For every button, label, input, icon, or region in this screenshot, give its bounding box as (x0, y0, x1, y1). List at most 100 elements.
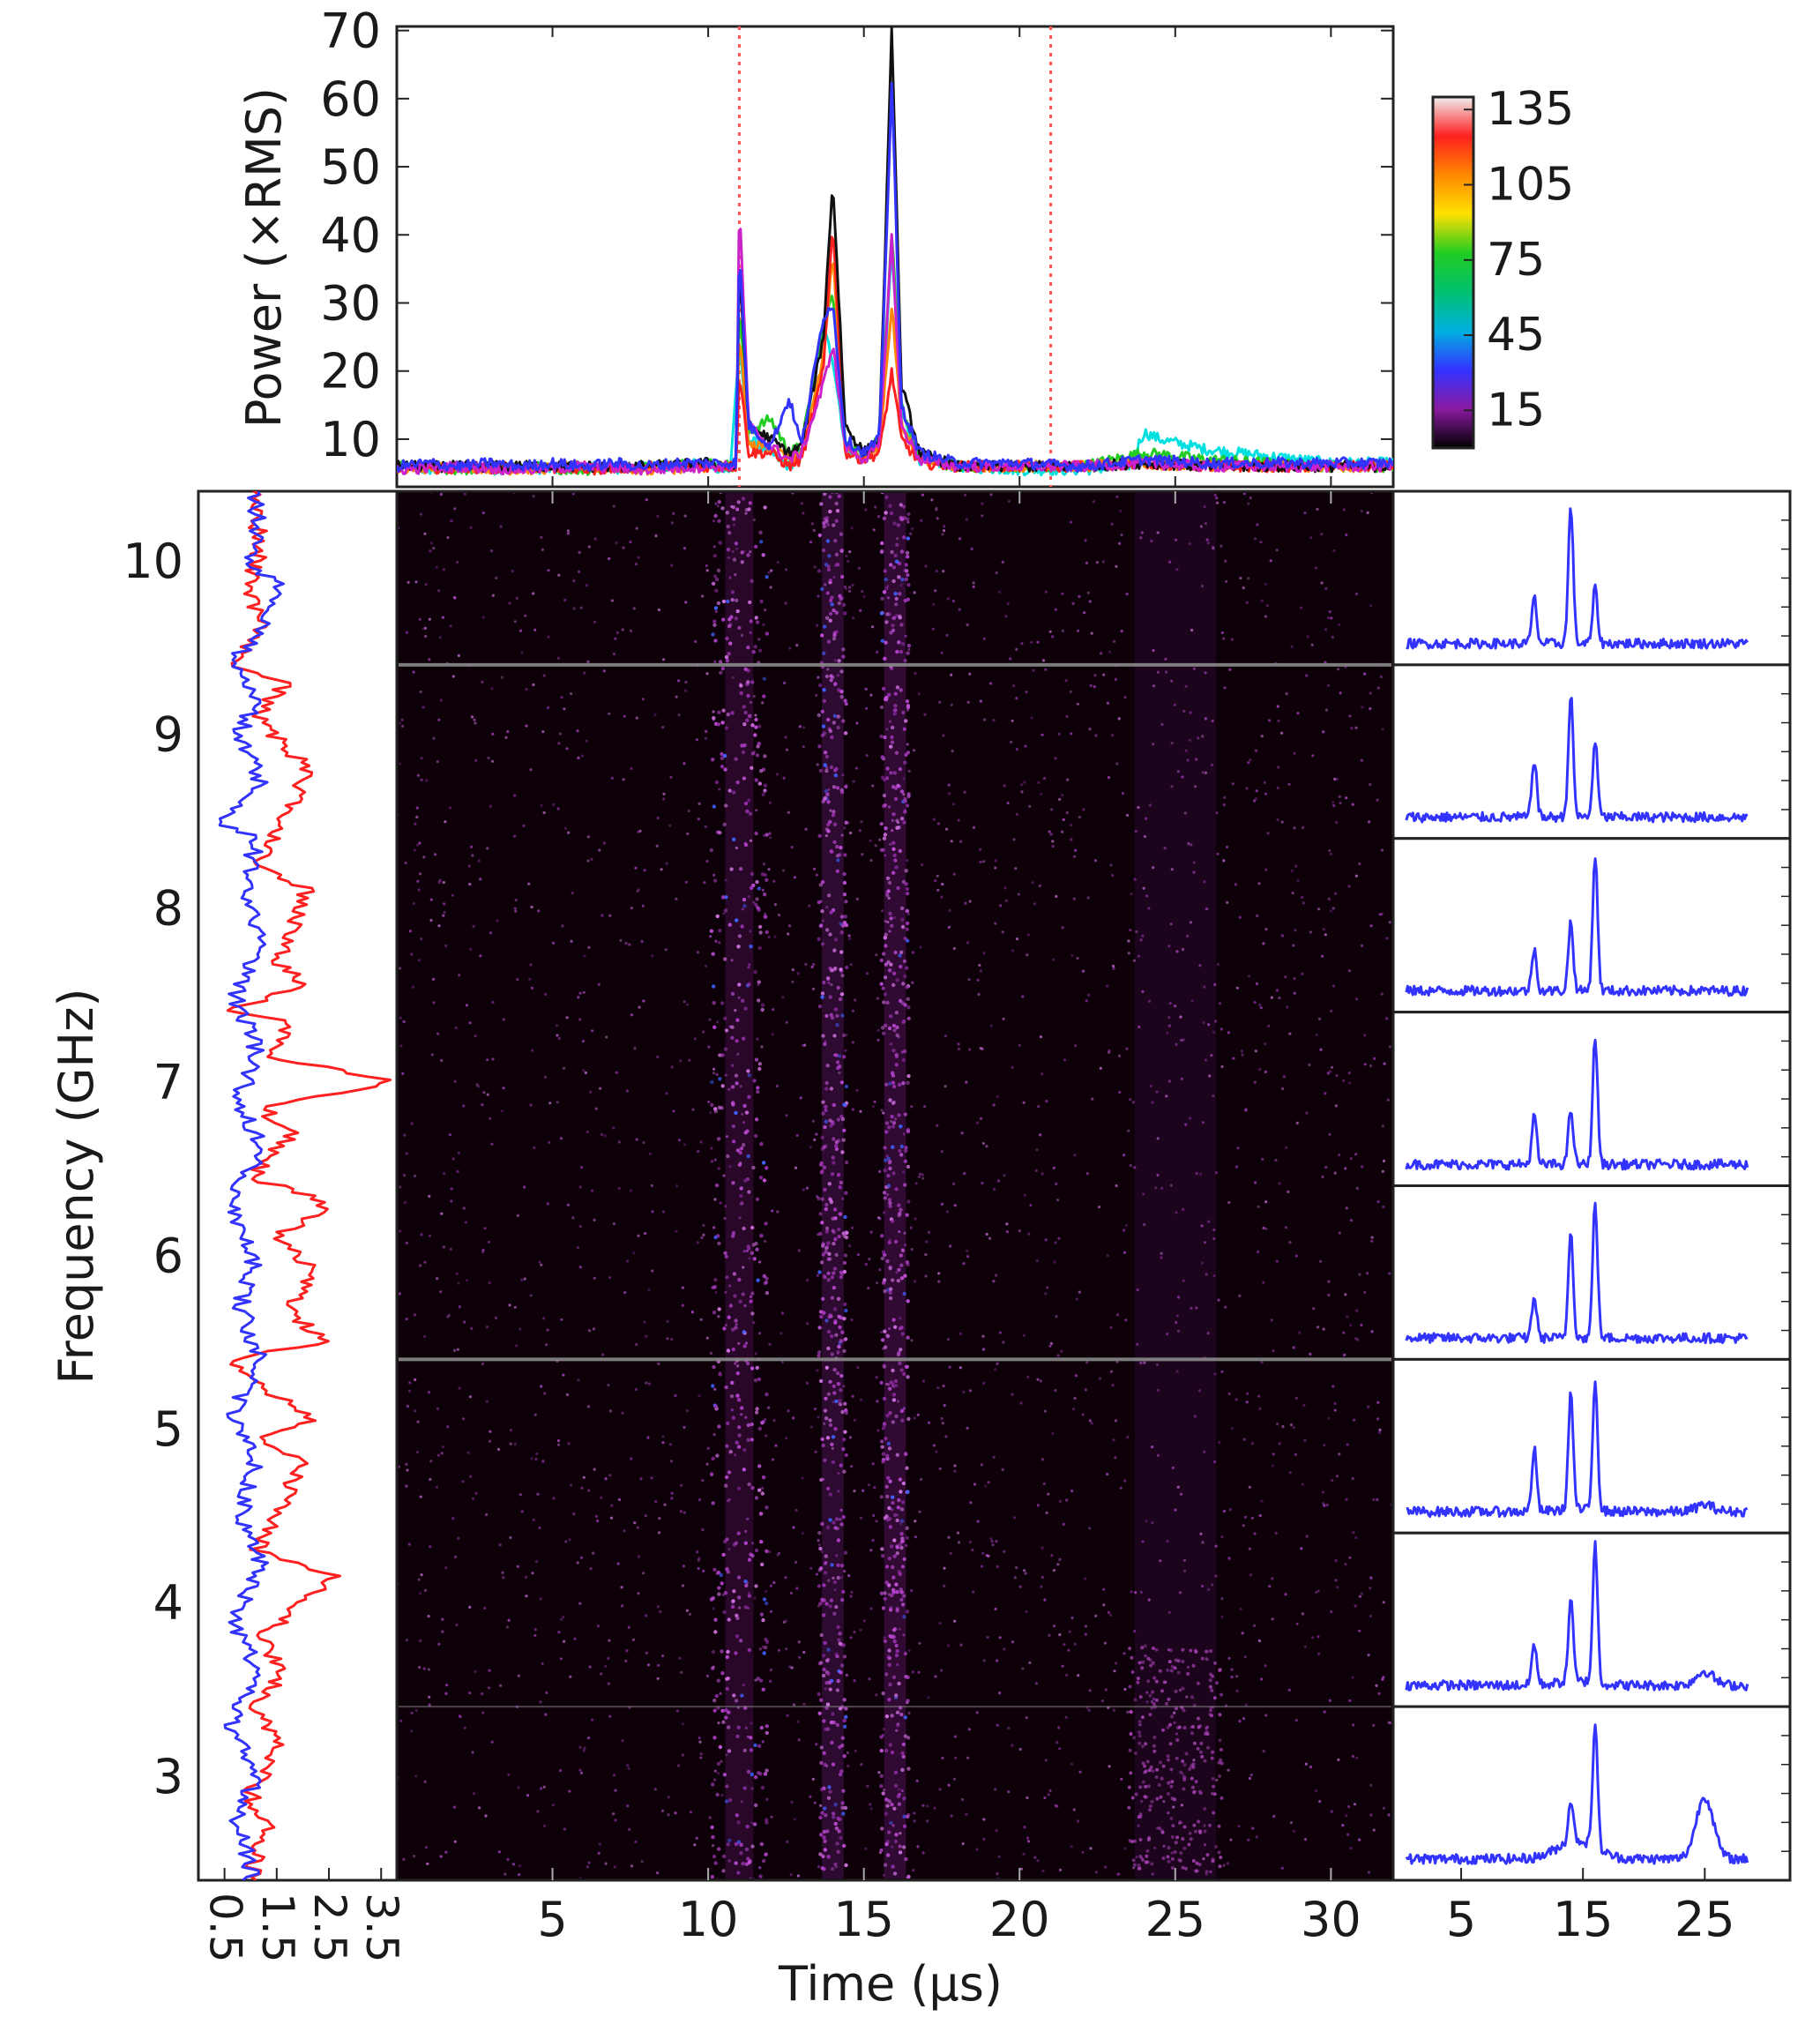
speckle (1316, 507, 1319, 512)
speckle (1215, 811, 1219, 815)
speckle (496, 919, 499, 922)
speckle (435, 565, 438, 569)
speckle (954, 1756, 958, 1759)
speckle (586, 1865, 590, 1869)
speckle (910, 1588, 914, 1593)
pulse-speckle (842, 1128, 847, 1133)
speckle (681, 1303, 684, 1307)
pulse-speckle (899, 516, 904, 520)
pulse-speckle (827, 1314, 832, 1319)
speckle (1155, 1363, 1159, 1367)
speckle (672, 1109, 675, 1113)
speckle (427, 1615, 430, 1618)
speckle (1286, 1005, 1289, 1009)
speckle (1218, 1440, 1221, 1444)
speckle (672, 512, 675, 516)
pulse-speckle (840, 1409, 845, 1415)
speckle (1041, 1072, 1044, 1076)
pulse-speckle (904, 577, 909, 582)
speckle (579, 606, 583, 609)
speckle (617, 1498, 622, 1502)
speckle (1204, 522, 1207, 526)
pulse-speckle (836, 1139, 841, 1143)
pulse-speckle (758, 1512, 764, 1516)
speckle (967, 1728, 971, 1731)
speckle (530, 986, 534, 990)
speckle (1274, 1158, 1278, 1162)
speckle (764, 1239, 767, 1244)
speckle (529, 1294, 533, 1297)
pulse-speckle (891, 812, 896, 817)
speckle (1358, 1629, 1361, 1632)
speckle (403, 1133, 407, 1137)
speckle (556, 807, 560, 810)
pulse-speckle (716, 1678, 720, 1683)
speckle (835, 1554, 839, 1557)
speckle (1285, 692, 1288, 696)
speckle (469, 947, 473, 952)
pulse-speckle (817, 900, 822, 905)
diffuse-speckle (1162, 1680, 1167, 1684)
speckle (935, 506, 938, 511)
pulse-speckle (727, 1838, 732, 1842)
pulse-speckle (723, 1251, 727, 1256)
speckle (799, 1096, 802, 1100)
speckle (981, 1182, 984, 1185)
diffuse-speckle (1151, 1690, 1155, 1694)
pulse-speckle (891, 1219, 895, 1224)
speckle (1227, 1392, 1231, 1396)
pulse-speckle (902, 1796, 906, 1801)
speckle (541, 1460, 545, 1463)
speckle (817, 1543, 822, 1547)
speckle (1333, 1408, 1337, 1412)
speckle (1258, 1513, 1262, 1518)
speckle (474, 721, 477, 725)
pulse-speckle (839, 1463, 843, 1468)
pulse-speckle (891, 624, 895, 628)
speckle (964, 901, 967, 905)
pulse-speckle (745, 718, 750, 722)
speckle (637, 1234, 640, 1237)
speckle (1107, 776, 1110, 780)
speckle (1176, 770, 1180, 773)
speckle (1376, 1498, 1379, 1502)
speckle (577, 996, 580, 999)
pulse-speckle (832, 785, 837, 789)
speckle (1077, 1819, 1080, 1823)
pulse-speckle (836, 985, 840, 990)
speckle (1115, 495, 1119, 498)
speckle (850, 1465, 854, 1468)
diffuse-speckle (1205, 1870, 1209, 1874)
pulse-speckle (718, 541, 722, 545)
pulse-speckle (751, 1165, 756, 1170)
speckle (437, 924, 441, 928)
speckle (851, 1009, 855, 1012)
speckle (741, 1112, 744, 1116)
pulse-speckle (738, 1639, 743, 1643)
speckle (742, 1266, 745, 1269)
pulse-speckle (757, 1426, 762, 1431)
pulse-speckle (842, 1260, 847, 1266)
pulse-speckle (898, 592, 902, 596)
pulse-speckle (888, 1296, 893, 1301)
speckle (515, 596, 519, 601)
speckle (632, 1251, 636, 1255)
pulse-speckle (839, 1663, 845, 1668)
speckle (610, 776, 614, 780)
pulse-speckle (740, 924, 744, 929)
pulse-speckle (720, 1001, 725, 1005)
speckle (1220, 1370, 1224, 1373)
speckle (399, 1229, 402, 1233)
speckle (533, 1633, 537, 1637)
speckle (1348, 1556, 1352, 1559)
pulse-speckle (743, 1605, 748, 1610)
speckle (697, 818, 700, 821)
speckle (1043, 1409, 1047, 1413)
speckle (405, 1462, 408, 1466)
pulse-speckle (906, 1005, 911, 1010)
pulse-speckle (749, 1748, 754, 1752)
speckle (547, 569, 550, 572)
speckle (1192, 870, 1196, 874)
speckle (509, 1535, 512, 1540)
speckle (436, 1485, 439, 1489)
